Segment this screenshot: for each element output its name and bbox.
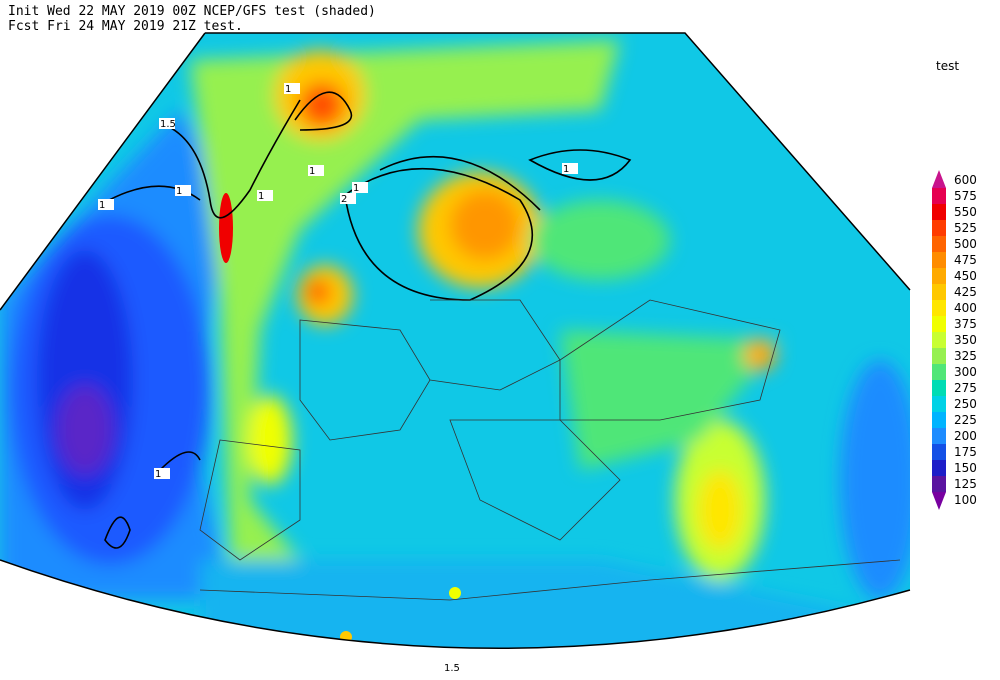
map-border	[0, 32, 911, 650]
colorbar-label: 150	[954, 461, 977, 475]
colorbar-label: 100	[954, 493, 977, 507]
colorbar-label: 425	[954, 285, 977, 299]
contour-label-bg	[352, 182, 368, 193]
colorbar-cell	[932, 300, 946, 316]
contour-label-bg	[154, 468, 170, 479]
colorbar-cell	[932, 284, 946, 300]
contour-label-bg	[562, 163, 578, 174]
colorbar-cell	[932, 220, 946, 236]
contour-label: 1	[258, 191, 264, 202]
colorbar-cell	[932, 364, 946, 380]
colorbar-label: 475	[954, 253, 977, 267]
contour-label-bg	[340, 193, 356, 204]
colorbar-cell	[932, 236, 946, 252]
colorbar-cell	[932, 188, 946, 204]
colorbar-label: 575	[954, 189, 977, 203]
colorbar-label: 325	[954, 349, 977, 363]
colorbar-cell	[932, 412, 946, 428]
colorbar-cap	[932, 492, 946, 510]
colorbar-label: 125	[954, 477, 977, 491]
contour-label-bg	[443, 662, 459, 673]
contour-label-bg	[308, 165, 324, 176]
colorbar-cell	[932, 348, 946, 364]
contour-label: 1	[353, 183, 359, 194]
colorbar-label: 350	[954, 333, 977, 347]
contour-label: 1	[563, 164, 569, 175]
contour-label: 1.5	[160, 119, 176, 130]
contour-label: 1	[99, 200, 105, 211]
contour-label-bg	[284, 83, 300, 94]
colorbar-label: 500	[954, 237, 977, 251]
colorbar-cell	[932, 444, 946, 460]
colorbar-cell	[932, 332, 946, 348]
contour-label-bg	[175, 185, 191, 196]
colorbar-label: 300	[954, 365, 977, 379]
colorbar-cell	[932, 268, 946, 284]
shaded-field	[0, 33, 910, 649]
colorbar-label: 225	[954, 413, 977, 427]
legend-title: test	[936, 59, 959, 73]
colorbar-label: 200	[954, 429, 977, 443]
contour-label-bg	[257, 190, 273, 201]
colorbar-label: 375	[954, 317, 977, 331]
colorbar-cell	[932, 396, 946, 412]
contour-label-bg	[159, 118, 175, 129]
colorbar: 600 575 550 525 500 475 450 425 400 375 350 325 300 2…	[932, 170, 977, 510]
colorbar-label: 450	[954, 269, 977, 283]
contour-label: 2	[341, 194, 347, 205]
colorbar-cell	[932, 380, 946, 396]
contour-label-bg	[98, 199, 114, 210]
colorbar-label: 400	[954, 301, 977, 315]
colorbar-label: 175	[954, 445, 977, 459]
contour-label: 1	[176, 186, 182, 197]
colorbar-label: 600	[954, 173, 977, 187]
colorbar-label: 275	[954, 381, 977, 395]
colorbar-cell	[932, 316, 946, 332]
header-line: Init Wed 22 MAY 2019 00Z NCEP/GFS test (…	[8, 4, 376, 19]
header-line: Fcst Fri 24 MAY 2019 21Z test.	[8, 19, 243, 34]
contour-label: 1	[309, 166, 315, 177]
contour-label: 1.5	[444, 663, 460, 674]
colorbar-label: 250	[954, 397, 977, 411]
contour-label: 1	[155, 469, 161, 480]
colorbar-cell	[932, 428, 946, 444]
contour-label: 1	[285, 84, 291, 95]
colorbar-cell	[932, 460, 946, 476]
colorbar-cap	[932, 170, 946, 188]
colorbar-cell	[932, 204, 946, 220]
colorbar-label: 550	[954, 205, 977, 219]
colorbar-label: 525	[954, 221, 977, 235]
colorbar-cell	[932, 476, 946, 492]
colorbar-cell	[932, 252, 946, 268]
